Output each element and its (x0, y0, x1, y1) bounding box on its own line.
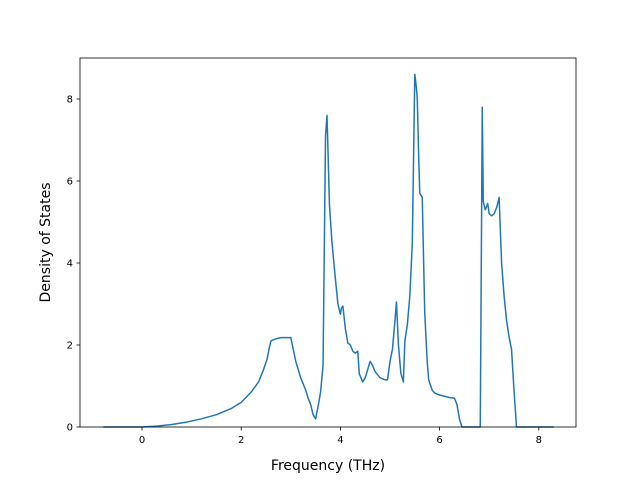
y-tick-label: 4 (67, 259, 73, 270)
y-axis-ticks: 0 2 4 6 8 (67, 95, 80, 434)
x-tick-label: 0 (139, 435, 145, 446)
y-tick-label: 2 (67, 341, 73, 352)
y-tick-label: 8 (67, 95, 73, 106)
x-tick-label: 4 (337, 435, 343, 446)
y-tick-label: 6 (67, 177, 73, 188)
x-axis-label: Frequency (THz) (271, 458, 385, 474)
x-tick-label: 8 (536, 435, 542, 446)
plot-frame (79, 57, 577, 428)
x-tick-label: 6 (436, 435, 442, 446)
y-axis-label: Density of States (38, 183, 54, 303)
x-tick-label: 2 (238, 435, 244, 446)
series-line (103, 73, 554, 428)
y-tick-label: 0 (67, 423, 73, 434)
